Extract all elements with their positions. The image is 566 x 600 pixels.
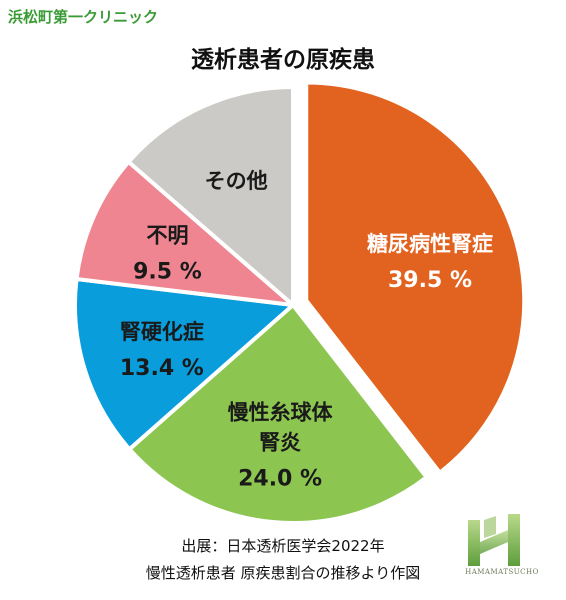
slice-value-0: 39.5 % [388, 268, 472, 293]
slice-value-1: 24.0 % [238, 467, 322, 492]
pie-slice-2 [73, 277, 295, 452]
pie-slice-4 [126, 85, 295, 307]
clinic-logo-icon [468, 514, 520, 566]
slice-label-2-0: 腎硬化症 [120, 320, 204, 344]
slice-value-3: 9.5 % [133, 259, 202, 284]
clinic-name: 浜松町第一クリニック [8, 8, 159, 26]
slice-value-2: 13.4 % [120, 356, 204, 381]
slice-label-4-0: その他 [205, 169, 268, 193]
source-line-1: 出展：日本透析医学会2022年 [181, 537, 385, 555]
slice-label-1-1: 腎炎 [259, 431, 301, 455]
slice-label-1-0: 慢性糸球体 [228, 401, 334, 425]
pie-slice-3 [74, 159, 295, 307]
pie-slice-1 [127, 303, 429, 525]
chart-title: 透析患者の原疾患 [191, 47, 375, 73]
slice-label-3-0: 不明 [146, 223, 188, 247]
logo-text: HAMAMATSUCHO [465, 568, 539, 576]
pie-slice-0 [304, 80, 527, 475]
slice-label-0-0: 糖尿病性腎症 [367, 232, 493, 256]
source-line-2: 慢性透析患者 原疾患割合の推移より作図 [145, 564, 421, 582]
